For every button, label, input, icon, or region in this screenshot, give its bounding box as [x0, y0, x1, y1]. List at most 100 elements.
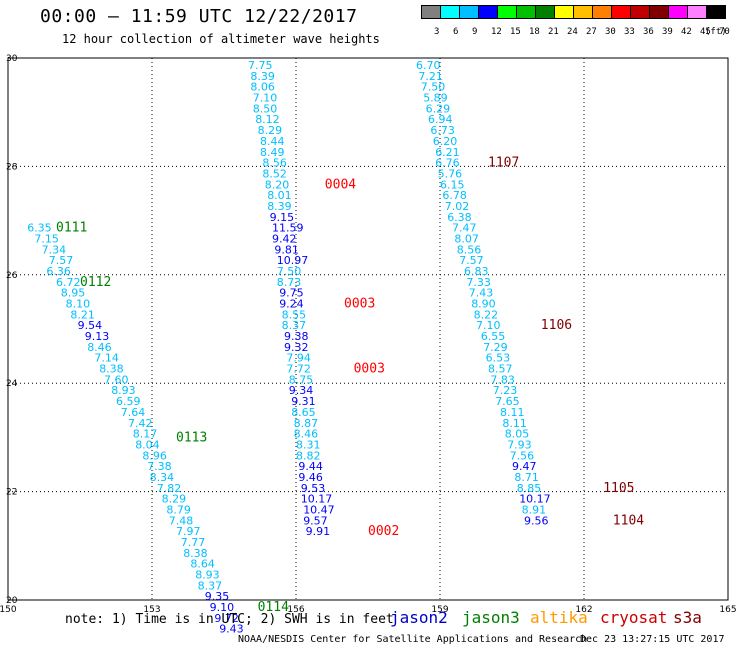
color-legend: 3 6 9 12 15 18 21 24 27 30 33 36 39 42 45 70 (ft)	[421, 5, 730, 37]
wave-height-value: 6.53	[486, 352, 511, 365]
wave-height-value: 7.57	[49, 254, 74, 267]
wave-height-value: 6.70	[416, 59, 441, 72]
wave-height-value: 8.46	[87, 341, 112, 354]
x-tick-label: 159	[431, 605, 448, 615]
x-tick-label: 156	[287, 605, 304, 615]
wave-height-value: 7.60	[104, 373, 129, 386]
wave-height-value: 7.42	[128, 417, 153, 430]
wave-height-value: 9.53	[301, 482, 326, 495]
wave-height-value: 8.01	[267, 189, 292, 202]
x-tick-label: 165	[719, 605, 736, 615]
wave-height-value: 9.35	[205, 590, 230, 603]
wave-height-value: 9.47	[512, 460, 537, 473]
time-label: 0003	[354, 362, 385, 377]
x-tick-label: 153	[143, 605, 160, 615]
wave-height-value: 8.56	[457, 243, 482, 256]
legend-label: 24	[567, 27, 578, 37]
wave-height-value: 9.44	[298, 460, 323, 473]
x-tick-label: 162	[575, 605, 592, 615]
wave-height-value: 6.15	[440, 178, 465, 191]
chart-subtitle: 12 hour collection of altimeter wave hei…	[62, 32, 380, 46]
legend-label: 30	[605, 27, 616, 37]
y-tick-label: 30	[6, 54, 18, 64]
wave-height-value: 9.43	[219, 623, 244, 636]
wave-height-value: 9.72	[214, 612, 239, 625]
wave-height-value: 8.93	[111, 384, 136, 397]
wave-height-value: 8.38	[183, 547, 208, 560]
time-label: 0111	[56, 221, 87, 236]
wave-height-value: 10.97	[277, 254, 309, 267]
time-label: 0003	[344, 297, 375, 312]
wave-height-value: 5.76	[438, 167, 463, 180]
wave-height-value: 7.15	[34, 232, 59, 245]
wave-height-value: 9.31	[291, 395, 316, 408]
time-label: 0113	[176, 430, 207, 445]
wave-height-value: 11.59	[272, 222, 304, 235]
wave-height-value: 8.75	[289, 373, 314, 386]
note-text: note: 1) Time is in UTC; 2) SWH is in fe…	[65, 612, 394, 627]
legend-label: 9	[472, 27, 478, 37]
time-label: 0114	[258, 600, 289, 615]
wave-height-value: 8.12	[255, 113, 280, 126]
wave-height-value: 7.93	[507, 438, 532, 451]
wave-height-value: 7.82	[157, 482, 182, 495]
wave-height-value: 8.29	[162, 493, 187, 506]
wave-height-value: 9.34	[289, 384, 314, 397]
legend-label: 18	[529, 27, 540, 37]
wave-height-value: 9.32	[284, 341, 309, 354]
footer-timestamp: Dec 23 13:27:15 UTC 2017	[580, 634, 725, 645]
wave-height-value: 6.36	[46, 265, 71, 278]
wave-height-value: 10.17	[519, 493, 551, 506]
wave-height-value: 6.94	[428, 113, 453, 126]
wave-height-value: 7.57	[459, 254, 484, 267]
wave-height-value: 10.17	[301, 493, 333, 506]
wave-height-value: 7.02	[445, 200, 470, 213]
wave-height-value: 7.43	[469, 287, 494, 300]
wave-height-value: 7.33	[466, 276, 491, 289]
wave-height-value: 8.04	[135, 438, 160, 451]
wave-height-value: 8.22	[474, 308, 499, 321]
wave-height-value: 7.29	[483, 341, 508, 354]
wave-height-value: 6.35	[27, 222, 52, 235]
wave-height-value: 9.24	[279, 298, 304, 311]
wave-height-value: 6.21	[435, 146, 460, 159]
wave-height-value: 8.44	[260, 135, 285, 148]
wave-height-value: 8.50	[253, 102, 277, 115]
wave-height-value: 8.39	[250, 70, 275, 83]
wave-height-value: 8.34	[150, 471, 175, 484]
wave-height-value: 8.11	[500, 406, 525, 419]
time-label: 1106	[541, 318, 572, 333]
wave-height-value: 7.75	[248, 59, 273, 72]
wave-height-value: 8.71	[514, 471, 539, 484]
wave-height-value: 9.46	[298, 471, 323, 484]
wave-height-value: 7.10	[253, 92, 277, 105]
wave-height-value: 7.64	[121, 406, 146, 419]
wave-height-value: 6.72	[56, 276, 81, 289]
wave-height-value: 8.57	[488, 363, 513, 376]
wave-height-value: 6.55	[481, 330, 506, 343]
wave-height-value: 8.21	[70, 308, 95, 321]
wave-height-value: 8.46	[294, 428, 319, 441]
wave-height-value: 8.31	[296, 438, 321, 451]
wave-height-value: 8.55	[282, 308, 307, 321]
wave-height-value: 7.77	[181, 536, 206, 549]
y-tick-label: 28	[6, 162, 18, 172]
y-tick-label: 22	[6, 488, 17, 498]
wave-height-value: 8.64	[190, 558, 215, 571]
wave-height-value: 6.76	[435, 157, 460, 170]
wave-height-value: 9.13	[85, 330, 110, 343]
legend-label: 70	[719, 27, 730, 37]
wave-height-value: 8.20	[265, 178, 290, 191]
legend-label: (ft)	[705, 27, 727, 37]
time-label: 1104	[613, 513, 644, 528]
satellite-s3a: s3a	[673, 608, 702, 627]
wave-height-value: 6.29	[426, 102, 451, 115]
wave-height-value: 7.65	[495, 395, 520, 408]
wave-height-value: 9.75	[279, 287, 304, 300]
wave-height-value: 7.97	[176, 525, 201, 538]
wave-height-value: 7.94	[286, 352, 311, 365]
wave-height-value: 8.07	[454, 232, 479, 245]
wave-height-value: 7.50	[421, 81, 446, 94]
wave-height-value: 7.72	[286, 363, 311, 376]
